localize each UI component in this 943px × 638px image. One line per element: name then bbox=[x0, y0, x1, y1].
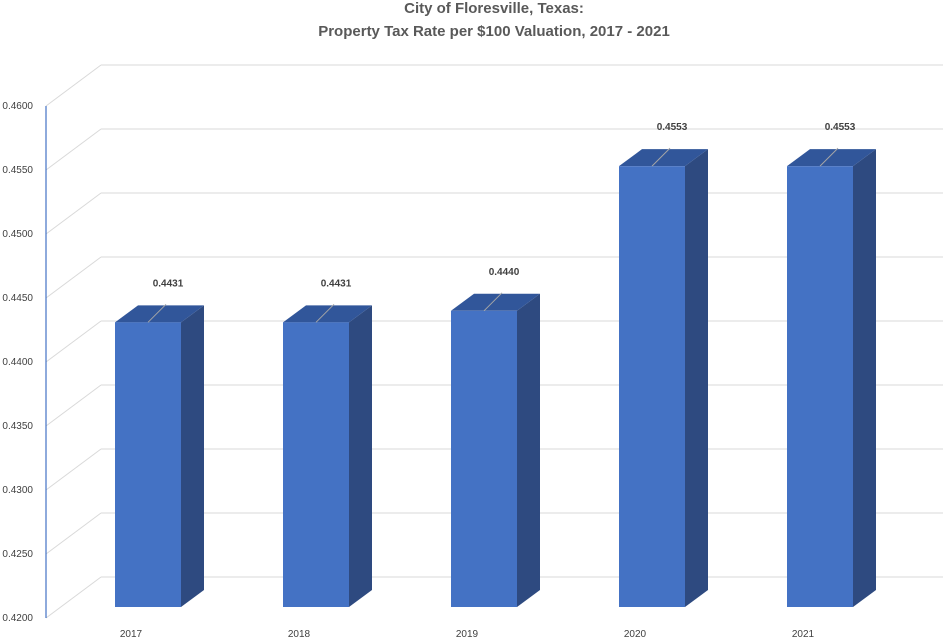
y-tick-label: 0.4450 bbox=[2, 293, 33, 304]
y-tick-label: 0.4600 bbox=[2, 101, 33, 112]
bar-top bbox=[619, 149, 708, 167]
bar-side bbox=[349, 305, 372, 607]
x-axis-categories: 2017 2018 2019 2020 2021 bbox=[120, 629, 815, 638]
leader-line bbox=[147, 303, 167, 323]
y-tick-label: 0.4550 bbox=[2, 165, 33, 176]
y-tick-label: 0.4400 bbox=[2, 357, 33, 368]
y-tick-label: 0.4500 bbox=[2, 229, 33, 240]
bars bbox=[115, 149, 876, 607]
leader-line bbox=[315, 303, 335, 323]
bar bbox=[115, 322, 181, 607]
gridline-diagonal bbox=[45, 320, 102, 363]
bar-side bbox=[853, 149, 876, 607]
x-tick-label: 2021 bbox=[792, 629, 815, 638]
y-tick-label: 0.4350 bbox=[2, 421, 33, 432]
data-label: 0.4440 bbox=[489, 267, 520, 278]
chart-title: City of Floresville, Texas: bbox=[404, 0, 584, 17]
chart-subtitle: Property Tax Rate per $100 Valuation, 20… bbox=[318, 23, 670, 40]
y-axis-ticks: 0.4200 0.4250 0.4300 0.4350 0.4400 0.4450 0.45… bbox=[2, 101, 33, 624]
bar-side bbox=[685, 149, 708, 607]
leader-line bbox=[651, 147, 671, 167]
x-tick-label: 2017 bbox=[120, 629, 143, 638]
x-tick-label: 2018 bbox=[288, 629, 311, 638]
bar-top bbox=[115, 305, 204, 323]
x-tick-label: 2019 bbox=[456, 629, 479, 638]
bar-top bbox=[283, 305, 372, 323]
bar-side bbox=[517, 293, 540, 607]
gridline-diagonal bbox=[45, 64, 102, 107]
y-tick-label: 0.4300 bbox=[2, 485, 33, 496]
y-tick-label: 0.4200 bbox=[2, 613, 33, 624]
leader-line bbox=[483, 292, 503, 312]
data-label: 0.4431 bbox=[153, 278, 184, 289]
gridline-diagonal bbox=[45, 576, 102, 619]
bar-top bbox=[451, 293, 540, 311]
bar bbox=[787, 166, 853, 607]
bar bbox=[619, 166, 685, 607]
bar-side bbox=[181, 305, 204, 607]
bar-top bbox=[787, 149, 876, 167]
leader-line bbox=[819, 147, 839, 167]
gridline-diagonal bbox=[45, 512, 102, 555]
data-label: 0.4553 bbox=[657, 122, 688, 133]
gridline-diagonal bbox=[45, 128, 102, 171]
x-tick-label: 2020 bbox=[624, 629, 647, 638]
data-label: 0.4431 bbox=[321, 278, 352, 289]
gridline-diagonal bbox=[45, 448, 102, 491]
data-labels: 0.4431 0.4431 0.4440 0.4553 0.4553 bbox=[147, 122, 856, 323]
gridline-diagonal bbox=[45, 192, 102, 235]
bar bbox=[451, 310, 517, 607]
gridline-diagonal bbox=[45, 256, 102, 299]
y-tick-label: 0.4250 bbox=[2, 549, 33, 560]
bar bbox=[283, 322, 349, 607]
gridline-diagonal bbox=[45, 384, 102, 427]
data-label: 0.4553 bbox=[825, 122, 856, 133]
